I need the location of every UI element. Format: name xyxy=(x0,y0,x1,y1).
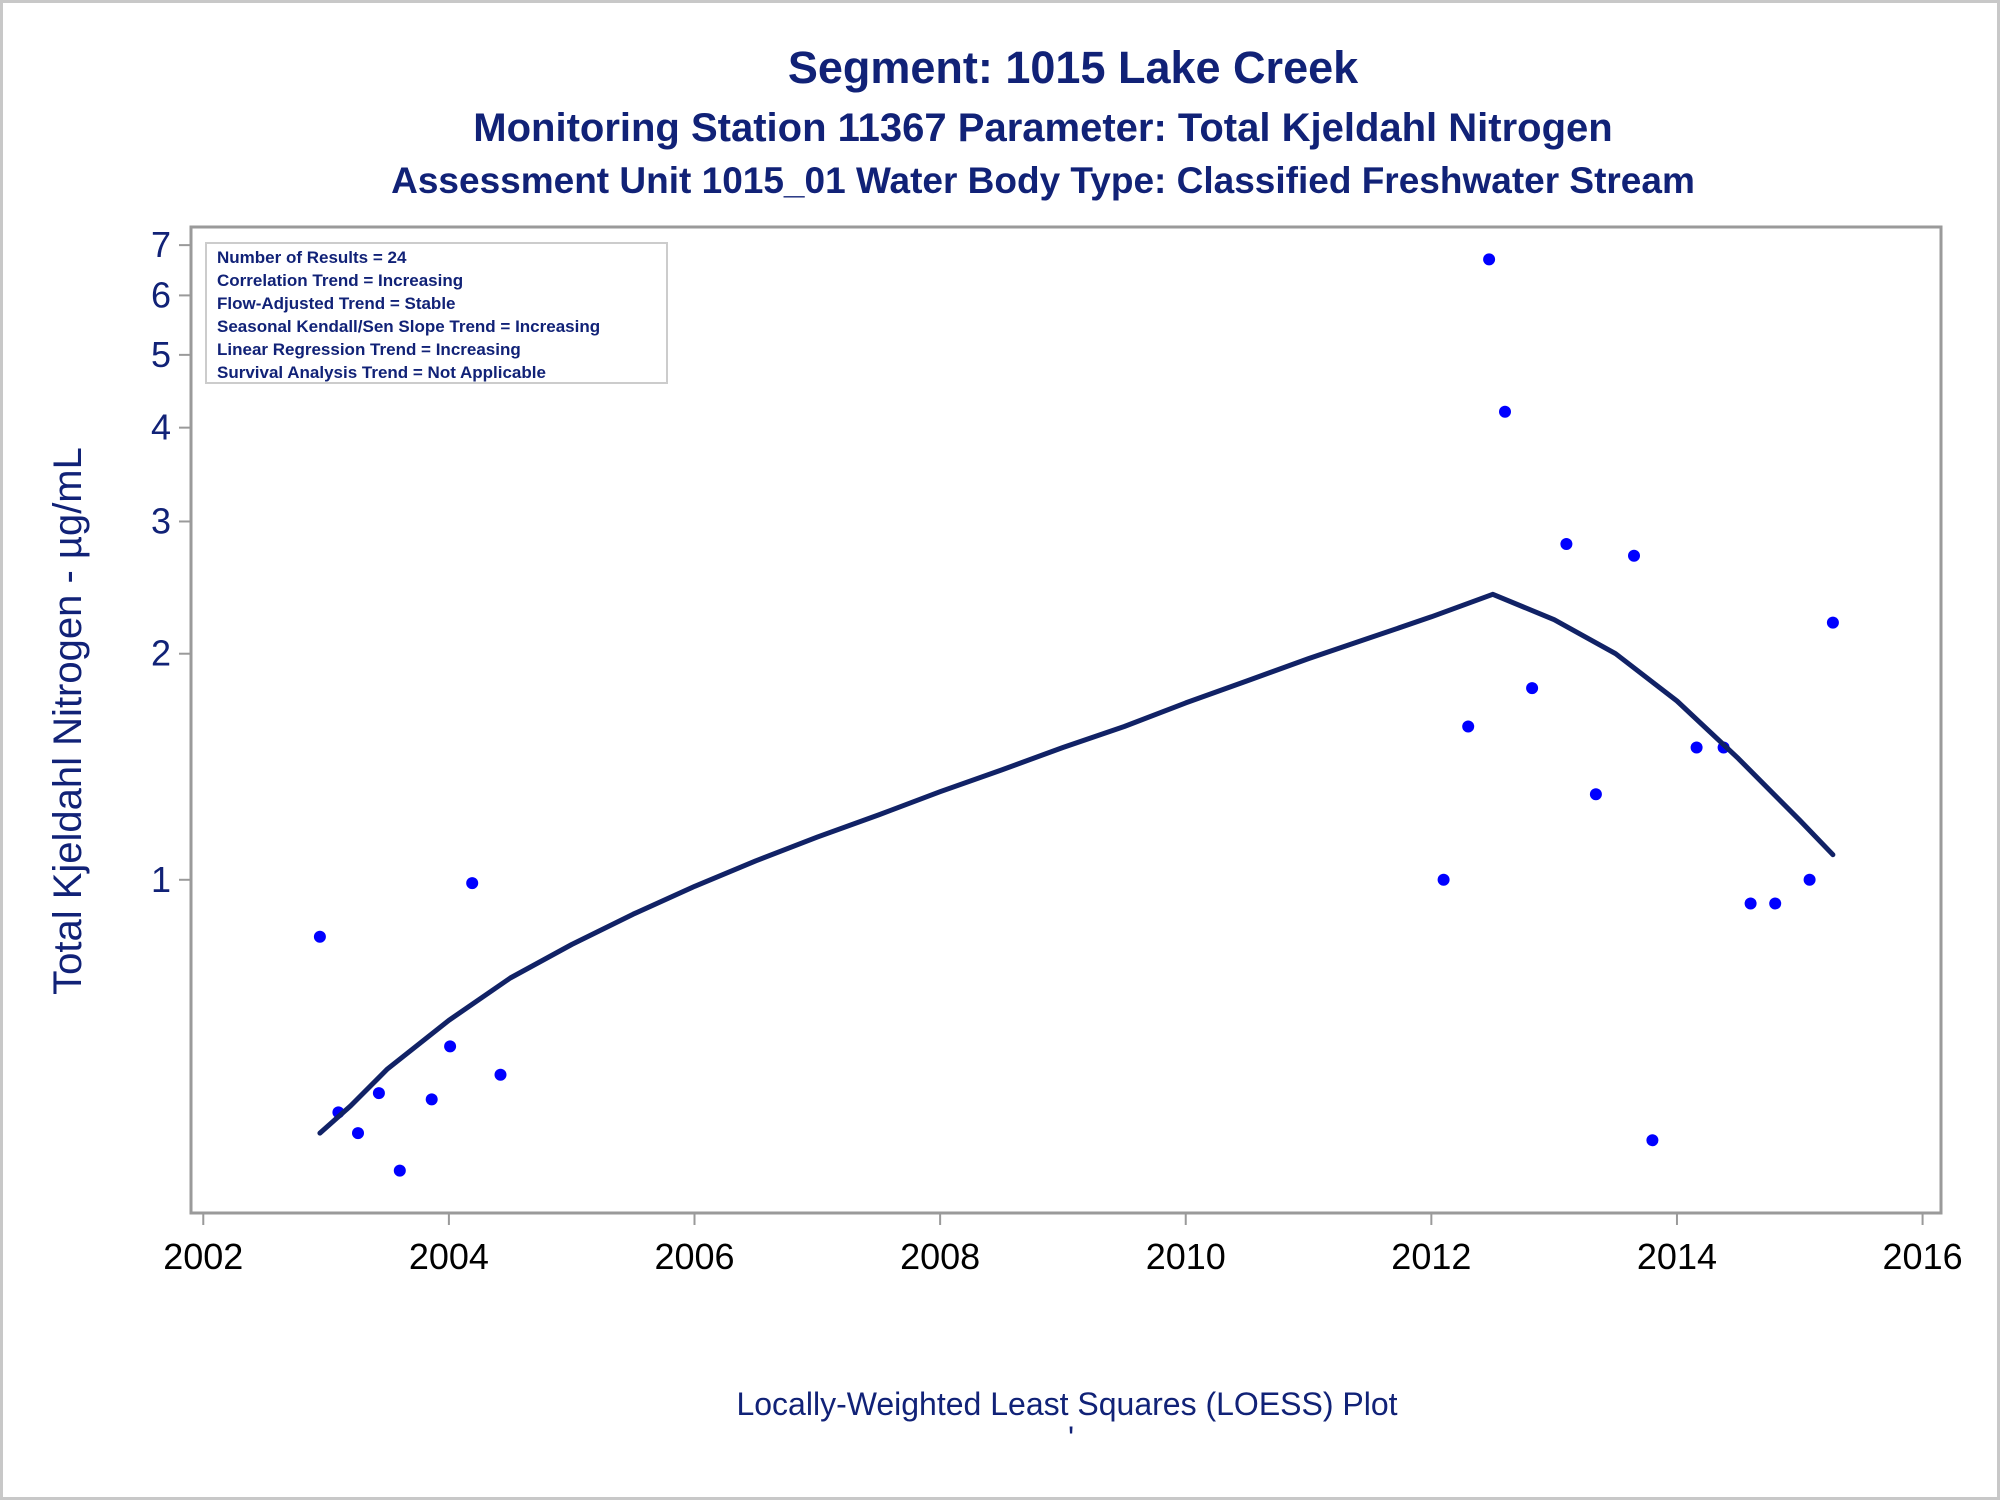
data-point xyxy=(1690,741,1703,754)
stats-line-survival-analysis: Survival Analysis Trend = Not Applicable xyxy=(217,363,546,382)
x-tick-label: 2012 xyxy=(1391,1236,1471,1277)
data-point xyxy=(425,1093,438,1106)
data-point xyxy=(1483,253,1496,266)
y-tick-label: 3 xyxy=(151,500,171,541)
y-axis: 1 2 3 4 5 6 7 xyxy=(151,224,191,900)
data-point xyxy=(494,1068,507,1081)
data-point xyxy=(313,930,326,943)
data-point xyxy=(1499,405,1511,418)
y-tick-label: 5 xyxy=(151,334,171,375)
x-tick-label: 2002 xyxy=(163,1236,243,1277)
data-point xyxy=(1826,616,1839,629)
chart-title: Segment: 1015 Lake Creek xyxy=(788,42,1359,93)
stats-line-flow-adjusted: Flow-Adjusted Trend = Stable xyxy=(217,294,456,313)
x-tick-label: 2008 xyxy=(900,1236,980,1277)
x-tick-label: 2014 xyxy=(1637,1236,1717,1277)
stats-line-linear-regression: Linear Regression Trend = Increasing xyxy=(217,340,521,359)
plot-area xyxy=(189,225,1943,1215)
data-point xyxy=(1769,897,1782,910)
chart-subtitle: Monitoring Station 11367 Parameter: Tota… xyxy=(473,106,1612,150)
data-point xyxy=(466,877,479,890)
y-tick-label: 4 xyxy=(151,407,171,448)
stats-line-correlation: Correlation Trend = Increasing xyxy=(217,271,463,290)
stats-box: Number of Results = 24 Correlation Trend… xyxy=(205,242,668,384)
stats-line-seasonal-kendall: Seasonal Kendall/Sen Slope Trend = Incre… xyxy=(217,317,600,336)
data-point xyxy=(1560,538,1573,550)
data-point xyxy=(393,1164,406,1177)
data-point xyxy=(1526,682,1539,695)
x-tick-label: 2004 xyxy=(409,1236,489,1277)
x-axis: 2002 2004 2006 2008 2010 2012 2014 2016 xyxy=(163,1213,1963,1277)
data-point xyxy=(1628,549,1640,562)
data-point xyxy=(444,1040,457,1053)
chart-subtitle-2: Assessment Unit 1015_01 Water Body Type:… xyxy=(391,160,1695,201)
x-tick-label: 2010 xyxy=(1146,1236,1226,1277)
stats-box-border xyxy=(205,242,668,384)
data-point xyxy=(1462,720,1475,733)
loess-curve xyxy=(317,591,1836,1136)
data-point xyxy=(352,1127,364,1140)
y-tick-label: 2 xyxy=(151,633,171,674)
y-tick-label: 1 xyxy=(151,859,171,900)
x-tick-label: 2006 xyxy=(654,1236,734,1277)
data-point xyxy=(1589,788,1602,801)
data-point xyxy=(1646,1134,1659,1147)
chart-canvas: Segment: 1015 Lake Creek Monitoring Stat… xyxy=(46,42,1963,1456)
stats-line-results: Number of Results = 24 xyxy=(217,248,407,267)
y-axis-label: Total Kjeldahl Nitrogen - µg/mL xyxy=(46,447,90,995)
y-tick-label: 6 xyxy=(151,274,171,315)
data-point xyxy=(1803,873,1816,886)
x-tick-label: 2016 xyxy=(1883,1236,1963,1277)
data-point xyxy=(1744,897,1757,910)
x-axis-label: Locally-Weighted Least Squares (LOESS) P… xyxy=(736,1386,1397,1422)
data-point xyxy=(1437,873,1450,886)
data-point xyxy=(372,1087,385,1100)
footnote-mark: ' xyxy=(1068,1420,1074,1456)
series-layer xyxy=(313,253,1839,1177)
y-tick-label: 7 xyxy=(151,224,171,265)
